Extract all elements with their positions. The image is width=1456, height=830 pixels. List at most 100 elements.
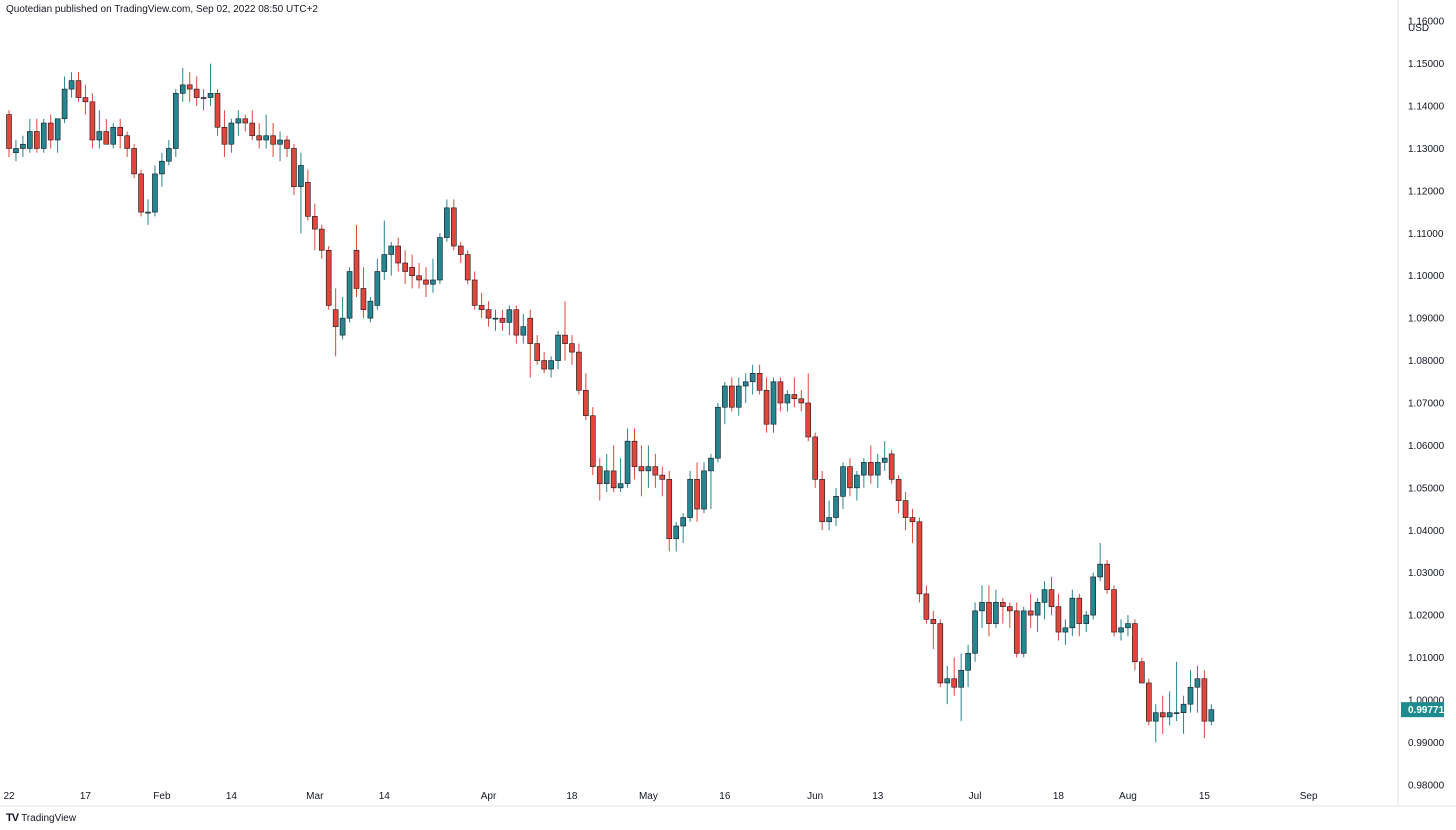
candle <box>756 364 763 395</box>
time-tick-label: Sep <box>1300 791 1318 802</box>
candle-body <box>972 610 978 654</box>
candle-body <box>284 139 290 149</box>
candle <box>715 403 721 463</box>
candle <box>659 466 666 497</box>
candle <box>291 144 297 196</box>
candle <box>423 267 429 297</box>
time-tick-label: 14 <box>226 791 238 802</box>
candle-body <box>159 160 165 175</box>
time-tick-label: 18 <box>1053 791 1065 802</box>
candle-body <box>277 139 283 145</box>
candle <box>332 288 339 357</box>
candle-body <box>777 381 784 404</box>
candle-body <box>951 678 958 688</box>
candle-body <box>61 88 68 120</box>
candle-body <box>513 309 520 336</box>
price-tick-label: 1.06000 <box>1408 441 1445 452</box>
candle <box>1132 619 1138 671</box>
candle-body <box>895 479 902 501</box>
candle <box>339 296 346 340</box>
candle <box>159 152 165 187</box>
candle <box>381 220 388 280</box>
candle <box>770 377 777 433</box>
candle <box>409 254 415 289</box>
time-tick-label: 17 <box>80 791 92 802</box>
candle <box>193 76 200 107</box>
candle-body <box>6 114 12 149</box>
candle <box>583 373 589 420</box>
tradingview-footer[interactable]: TV TradingView <box>6 812 76 824</box>
candle <box>1006 602 1013 628</box>
time-tick-label: Apr <box>481 791 497 802</box>
candle <box>430 258 436 293</box>
candle <box>485 301 492 327</box>
candle <box>1208 704 1215 726</box>
candle <box>1173 661 1180 722</box>
candle <box>110 123 117 149</box>
candle <box>33 118 40 153</box>
candle <box>228 118 235 153</box>
candle <box>221 110 228 157</box>
candle <box>930 610 937 650</box>
candle <box>61 76 68 124</box>
candle <box>861 458 867 488</box>
candle <box>805 373 812 442</box>
candle-body <box>909 517 916 523</box>
candle <box>249 110 256 140</box>
candle-body <box>103 131 110 145</box>
time-axis[interactable]: 22 17 Feb 14 Mar 14 Apr 18 May 16 Jun 13 Jul 18 Aug 15 S… <box>3 791 1318 802</box>
candle-body <box>826 517 832 523</box>
candle <box>701 462 707 514</box>
candle-body <box>770 381 777 425</box>
candle-body <box>207 93 214 98</box>
candle-body <box>311 216 318 230</box>
candle <box>749 364 756 395</box>
candle <box>541 352 547 374</box>
candle <box>471 271 478 310</box>
candle <box>367 296 374 323</box>
candle-body <box>499 317 506 323</box>
candle-body <box>603 470 610 484</box>
candle-body <box>131 148 137 175</box>
candle-body <box>652 466 659 476</box>
candle <box>298 152 304 234</box>
candle <box>256 123 263 149</box>
candle <box>457 241 464 264</box>
candle <box>1041 581 1048 620</box>
candle <box>958 653 964 722</box>
candle-body <box>437 237 443 281</box>
candle-body <box>986 602 992 624</box>
last-price-tag: 0.99771 <box>1401 702 1445 718</box>
candle-body <box>1159 712 1166 718</box>
time-tick-label: 14 <box>379 791 391 802</box>
candle <box>311 203 318 251</box>
candle <box>909 509 916 543</box>
candle-body <box>701 470 707 510</box>
candle <box>673 521 680 552</box>
candle <box>555 330 561 370</box>
candle-body <box>89 101 96 141</box>
candle-body <box>138 173 144 213</box>
candle <box>1069 589 1076 637</box>
candle-body <box>854 474 860 489</box>
candle-body <box>33 131 40 149</box>
candle-body <box>548 360 554 370</box>
candle-body <box>1111 589 1117 633</box>
candle <box>499 309 506 331</box>
candle <box>1152 704 1159 743</box>
candle <box>1048 576 1055 616</box>
candle <box>152 165 158 217</box>
price-axis[interactable]: 0.98000 0.99000 1.00000 1.01000 1.02000 1.030… <box>1408 17 1445 792</box>
candle <box>40 118 47 153</box>
candle-body <box>624 440 631 484</box>
candle-body <box>631 440 638 467</box>
price-tick-label: 1.12000 <box>1408 186 1445 197</box>
candle-body <box>402 262 408 272</box>
candle <box>979 585 985 628</box>
candle <box>603 453 610 493</box>
candle <box>596 458 603 501</box>
candle <box>1187 670 1194 713</box>
candle <box>138 169 144 217</box>
time-tick-label: Feb <box>153 791 171 802</box>
